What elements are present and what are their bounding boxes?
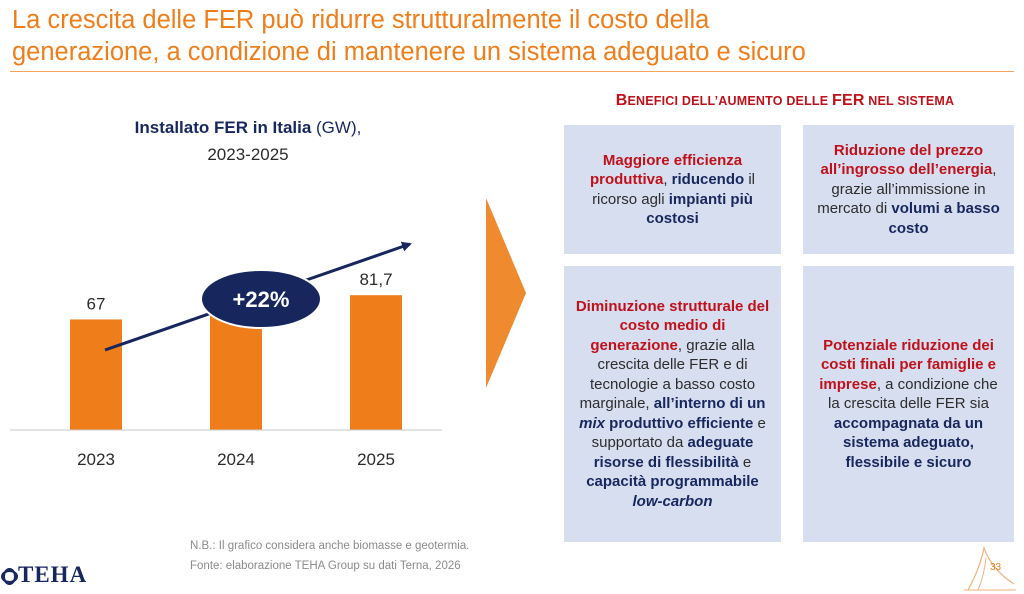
footnote-note: N.B.: Il grafico considera anche biomass… <box>190 540 470 552</box>
value-label-2023: 67 <box>87 294 106 313</box>
title-divider <box>10 71 1014 72</box>
chart-title-main: Installato FER in Italia <box>134 118 312 137</box>
page-number: 33 <box>990 562 1002 573</box>
tick-label-2025: 2025 <box>357 450 395 469</box>
page-corner-ornament-icon <box>964 545 1016 591</box>
benefit-box-efficiency: Maggiore efficienza produttiva, riducend… <box>564 125 781 254</box>
chart-title-unit: (GW), <box>311 118 362 137</box>
benefit-box-generation-cost: Diminuzione strutturale del costo medio … <box>564 266 781 542</box>
chart-title: Installato FER in Italia (GW), 2023-2025 <box>70 114 426 168</box>
slide-title-line-1: La crescita delle FER può ridurre strutt… <box>12 6 710 34</box>
teha-logo: TEHA <box>0 562 87 588</box>
bar-2023 <box>70 319 122 430</box>
slide-title: La crescita delle FER può ridurre strutt… <box>12 4 1012 68</box>
teha-logo-text: TEHA <box>18 562 88 587</box>
growth-ellipse <box>200 269 322 329</box>
benefit-box-wholesale-price: Riduzione del prezzo all’ingrosso dell’e… <box>803 125 1014 254</box>
footnote-source: Fonte: elaborazione TEHA Group su dati T… <box>190 560 461 572</box>
chart-subtitle: 2023-2025 <box>207 145 289 164</box>
arrow-chevron-icon <box>486 198 526 388</box>
tick-label-2024: 2024 <box>217 450 255 469</box>
benefits-title: BENEFICI DELL’AUMENTO DELLE FER NEL SIST… <box>615 92 955 109</box>
benefit-box-final-costs: Potenziale riduzione dei costi finali pe… <box>803 266 1014 542</box>
page-number-badge: 33 <box>962 540 1018 592</box>
growth-annotation: +22% <box>233 287 290 312</box>
teha-logo-mark-icon <box>0 567 16 585</box>
slide-title-line-2: generazione, a condizione di mantenere u… <box>12 38 806 66</box>
tick-label-2023: 2023 <box>77 450 115 469</box>
footnote: N.B.: Il grafico considera anche biomass… <box>190 536 469 576</box>
bar-2025 <box>350 295 402 430</box>
value-label-2025: 81,7 <box>359 270 392 289</box>
